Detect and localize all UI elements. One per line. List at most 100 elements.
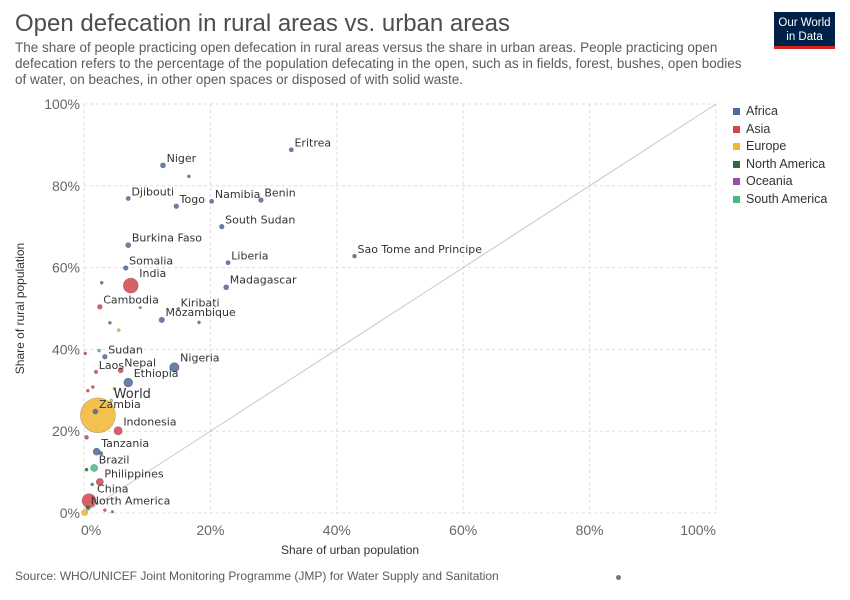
point-label: Sao Tome and Principe: [357, 243, 482, 256]
legend-item[interactable]: Asia: [733, 121, 827, 139]
point-label: Nepal: [124, 357, 156, 370]
legend-swatch: [733, 195, 740, 203]
source-note: Source: WHO/UNICEF Joint Monitoring Prog…: [15, 569, 499, 583]
logo-line-2: in Data: [786, 31, 823, 43]
y-tick-label: 60%: [52, 260, 80, 276]
legend-label: Asia: [746, 121, 771, 136]
legend-item[interactable]: South America: [733, 191, 827, 209]
data-point: [116, 328, 121, 332]
y-tick-label: 80%: [52, 178, 80, 194]
point-label: Namibia: [215, 188, 261, 201]
data-point: [158, 316, 165, 324]
logo-line-1: Our World: [778, 17, 831, 29]
data-point: [108, 321, 112, 325]
point-label: Niger: [167, 152, 197, 165]
data-point: [123, 265, 129, 271]
data-point: [123, 377, 134, 388]
data-point: [85, 388, 90, 393]
legend-label: Africa: [746, 104, 778, 118]
point-label: Togo: [179, 193, 206, 206]
point-label: Eritrea: [294, 137, 331, 150]
point-label: World: [114, 387, 151, 402]
data-point: [187, 174, 191, 179]
data-point: [219, 224, 225, 230]
data-point: [103, 508, 107, 512]
point-label: Kiribati: [181, 296, 220, 309]
data-point: [197, 320, 201, 325]
legend-swatch: [733, 143, 740, 151]
data-point: [97, 304, 103, 310]
data-point: [90, 464, 99, 472]
legend-swatch: [733, 160, 740, 168]
point-label: Zambia: [99, 398, 141, 411]
data-point: [98, 451, 104, 456]
point-label: North America: [91, 495, 171, 508]
equality-diagonal: [83, 103, 717, 514]
x-tick-label: 20%: [196, 522, 224, 538]
x-axis-label: Share of urban population: [281, 543, 419, 557]
legend-item[interactable]: Europe: [733, 138, 827, 156]
data-point: [169, 362, 180, 373]
data-point: [122, 277, 139, 294]
x-tick-label: 60%: [449, 522, 477, 538]
data-point: [117, 367, 124, 374]
point-label: South Sudan: [225, 213, 295, 226]
point-label: Brazil: [99, 453, 130, 466]
data-point: [84, 435, 89, 440]
x-tick-label: 100%: [680, 522, 716, 538]
data-point: [173, 203, 179, 209]
y-tick-label: 0%: [60, 505, 80, 521]
data-point: [99, 280, 104, 285]
legend-item[interactable]: Oceania: [733, 173, 827, 191]
data-point: [95, 478, 104, 486]
data-point: [125, 242, 132, 249]
data-point: [109, 398, 113, 403]
y-tick-label: 40%: [52, 341, 80, 357]
legend-swatch: [733, 108, 740, 116]
data-point: [80, 397, 116, 434]
point-label: Mozambique: [166, 306, 236, 319]
data-point: [93, 369, 99, 374]
point-label: Tanzania: [100, 437, 149, 450]
legend-item[interactable]: Africa: [733, 103, 827, 121]
point-label: Nigeria: [180, 352, 219, 365]
data-point: [113, 426, 123, 436]
data-point: [112, 386, 117, 391]
legend-label: North America: [746, 156, 826, 171]
legend-swatch: [733, 178, 740, 186]
legend: Africa Asia Europe North America Oceania Sout…: [733, 103, 827, 208]
data-point: [90, 482, 95, 487]
point-label: Liberia: [231, 249, 268, 262]
data-point: [225, 260, 231, 266]
data-point: [85, 505, 91, 510]
data-point: [92, 447, 101, 456]
more-dot-icon[interactable]: [616, 575, 621, 580]
legend-swatch: [733, 125, 740, 133]
data-point: [81, 509, 88, 516]
point-label: China: [97, 483, 128, 496]
owid-logo[interactable]: Our World in Data: [774, 12, 835, 49]
point-label: Laos: [99, 359, 125, 372]
point-label: Burkina Faso: [132, 232, 202, 245]
x-tick-label: 0%: [81, 522, 101, 538]
chart-subtitle: The share of people practicing open defe…: [15, 40, 742, 87]
x-tick-label: 40%: [323, 522, 351, 538]
y-tick-label: 20%: [52, 423, 80, 439]
data-point: [160, 162, 166, 169]
data-point: [125, 195, 131, 201]
data-point: [92, 408, 99, 415]
data-point: [209, 198, 215, 204]
legend-label: South America: [746, 191, 828, 206]
data-point: [91, 385, 95, 389]
point-label: Somalia: [129, 255, 173, 268]
point-label: Ethiopia: [134, 367, 179, 380]
data-point: [97, 348, 101, 353]
point-label: Cambodia: [103, 293, 159, 306]
data-point: [258, 197, 264, 203]
y-tick-label: 100%: [44, 96, 80, 112]
legend-item[interactable]: North America: [733, 156, 827, 174]
data-point: [110, 510, 115, 514]
legend-label: Europe: [746, 139, 787, 153]
data-point: [83, 351, 88, 356]
